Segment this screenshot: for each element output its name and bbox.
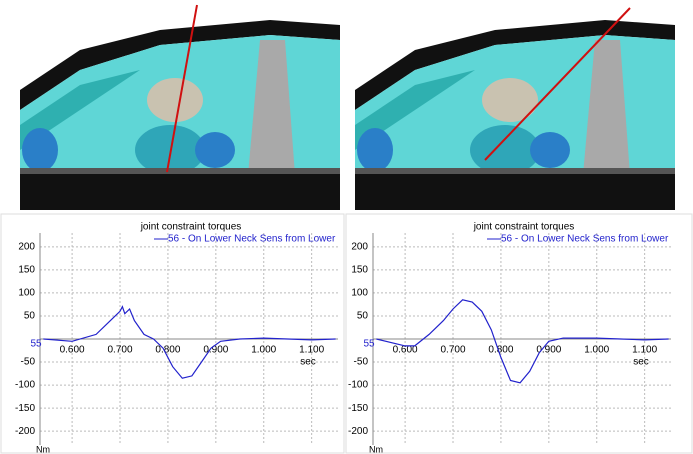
y-unit: Nm: [369, 444, 383, 454]
y-unit: Nm: [36, 444, 50, 454]
panel-frame: [346, 214, 692, 453]
y-tick-label: 100: [18, 288, 35, 299]
panel-frame: [1, 214, 344, 453]
x-tick-label: 1.100: [299, 345, 324, 356]
y-tick-label: -50: [21, 357, 36, 368]
y-tick-label: -150: [348, 403, 368, 414]
y-tick-label: 150: [351, 265, 368, 276]
x-tick-label: 0.800: [488, 345, 513, 356]
x-tick-label: 0.700: [440, 345, 465, 356]
y-tick-label: 200: [351, 241, 368, 252]
y-tick-label: 50: [357, 311, 369, 322]
x-unit: sec: [300, 357, 316, 368]
y-tick-label: -200: [348, 426, 368, 437]
data-line: [43, 307, 335, 379]
x-tick-label: 0.900: [536, 345, 561, 356]
x-unit: sec: [633, 357, 649, 368]
legend-label: 56 - On Lower Neck Sens from Lower: [168, 234, 336, 245]
x-start-label: 55: [30, 339, 42, 350]
x-tick-label: 1.100: [632, 345, 657, 356]
y-tick-label: 200: [18, 241, 35, 252]
y-tick-label: -200: [15, 426, 35, 437]
x-tick-label: 0.600: [60, 345, 85, 356]
y-tick-label: -100: [348, 380, 368, 391]
y-tick-label: 150: [18, 265, 35, 276]
y-tick-label: -50: [354, 357, 369, 368]
x-start-label: 55: [363, 339, 375, 350]
x-tick-label: 0.800: [155, 345, 180, 356]
x-tick-label: 1.000: [584, 345, 609, 356]
x-tick-label: 1.000: [251, 345, 276, 356]
y-tick-label: -100: [15, 380, 35, 391]
y-tick-label: 100: [351, 288, 368, 299]
y-tick-label: 50: [24, 311, 36, 322]
y-tick-label: -150: [15, 403, 35, 414]
chart-title: joint constraint torques: [473, 222, 575, 233]
screenshot: joint constraint torques 200 150 100 50 -50 -1…: [0, 0, 693, 454]
x-tick-label: 0.700: [107, 345, 132, 356]
scene-image-right: [355, 0, 675, 210]
data-line: [376, 300, 668, 383]
chart-title: joint constraint torques: [140, 222, 242, 233]
legend-label: 56 - On Lower Neck Sens from Lower: [501, 234, 669, 245]
